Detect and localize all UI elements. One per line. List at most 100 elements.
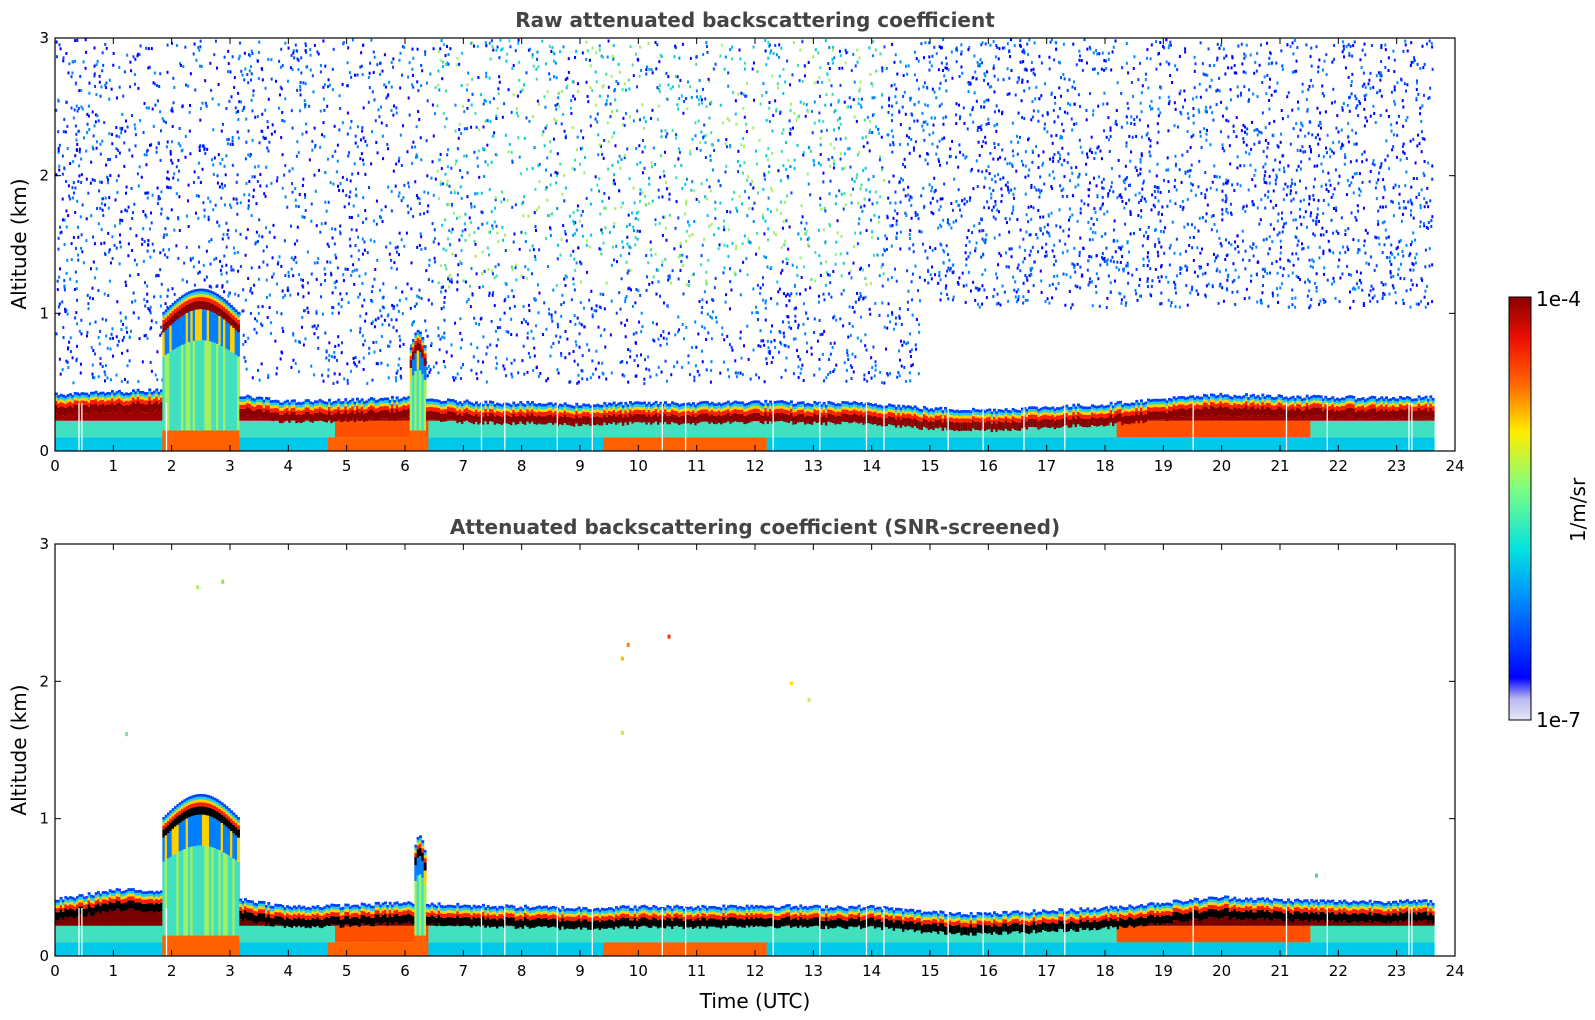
noise-pixel <box>80 233 83 237</box>
noise-pixel <box>58 168 61 172</box>
noise-pixel <box>316 261 319 265</box>
noise-pixel <box>1079 265 1082 269</box>
noise-pixel <box>447 148 450 152</box>
noise-pixel <box>735 244 738 248</box>
noise-pixel <box>1157 186 1160 190</box>
noise-pixel <box>821 332 824 336</box>
noise-pixel <box>1380 74 1383 78</box>
noise-pixel <box>902 74 905 78</box>
noise-pixel <box>305 65 308 69</box>
noise-pixel <box>1240 42 1243 46</box>
noise-pixel <box>659 343 662 347</box>
noise-pixel <box>522 214 525 218</box>
noise-pixel <box>187 225 190 229</box>
noise-pixel <box>758 139 761 143</box>
noise-pixel <box>347 154 350 158</box>
noise-pixel <box>1401 99 1404 103</box>
noise-pixel <box>916 78 919 82</box>
noise-pixel <box>460 196 463 200</box>
noise-pixel <box>710 223 713 227</box>
noise-pixel <box>978 62 981 66</box>
noise-pixel <box>567 70 570 74</box>
noise-pixel <box>611 245 614 249</box>
noise-pixel <box>231 139 234 143</box>
noise-pixel <box>1042 161 1045 165</box>
noise-pixel <box>108 196 111 200</box>
noise-pixel <box>187 183 190 187</box>
noise-pixel <box>362 162 365 166</box>
noise-pixel <box>340 351 343 355</box>
noise-pixel <box>424 53 427 57</box>
noise-pixel <box>238 100 241 104</box>
noise-pixel <box>420 158 423 162</box>
noise-pixel <box>787 258 790 262</box>
noise-pixel <box>75 287 78 291</box>
noise-pixel <box>448 184 451 188</box>
noise-pixel <box>146 148 149 152</box>
noise-pixel <box>464 228 467 232</box>
noise-pixel <box>998 47 1001 51</box>
noise-pixel <box>1421 104 1424 108</box>
noise-pixel <box>333 372 336 376</box>
noise-pixel <box>831 156 834 160</box>
noise-pixel <box>441 223 444 227</box>
noise-pixel <box>341 121 344 125</box>
noise-pixel <box>899 247 902 251</box>
noise-pixel <box>490 319 493 323</box>
noise-pixel <box>896 212 899 216</box>
noise-pixel <box>1127 271 1130 275</box>
noise-pixel <box>668 274 671 278</box>
noise-pixel <box>863 377 866 381</box>
noise-pixel <box>772 52 775 56</box>
noise-pixel <box>281 118 284 122</box>
noise-pixel <box>79 74 82 78</box>
noise-pixel <box>606 121 609 125</box>
noise-pixel <box>621 201 624 205</box>
noise-pixel <box>578 332 581 336</box>
noise-pixel <box>667 75 670 79</box>
heatmap-image <box>55 38 1435 451</box>
noise-pixel <box>262 260 265 264</box>
noise-pixel <box>648 368 651 372</box>
noise-pixel <box>439 182 442 186</box>
noise-pixel <box>331 67 334 71</box>
noise-pixel <box>534 187 537 191</box>
noise-pixel <box>823 298 826 302</box>
noise-pixel <box>704 195 707 199</box>
noise-pixel <box>1354 131 1357 135</box>
noise-pixel <box>654 40 657 44</box>
noise-pixel <box>178 229 181 233</box>
noise-pixel <box>628 177 631 181</box>
noise-pixel <box>231 142 234 146</box>
noise-pixel <box>585 196 588 200</box>
noise-pixel <box>267 97 270 101</box>
noise-pixel <box>72 235 75 239</box>
noise-pixel <box>244 157 247 161</box>
noise-pixel <box>1308 195 1311 199</box>
noise-pixel <box>1158 96 1161 100</box>
noise-pixel <box>523 195 526 199</box>
noise-pixel <box>1231 290 1234 294</box>
noise-pixel <box>650 253 653 257</box>
noise-pixel <box>863 373 866 377</box>
noise-pixel <box>660 154 663 158</box>
noise-pixel <box>588 348 591 352</box>
noise-pixel <box>123 70 126 74</box>
noise-pixel <box>162 248 165 252</box>
noise-pixel <box>656 86 659 90</box>
noise-pixel <box>640 330 643 334</box>
noise-pixel <box>428 370 431 374</box>
noise-pixel <box>398 156 401 160</box>
noise-pixel <box>796 116 799 120</box>
noise-pixel <box>1348 109 1351 113</box>
noise-pixel <box>169 152 172 156</box>
noise-pixel <box>93 46 96 50</box>
noise-pixel <box>831 48 834 52</box>
noise-pixel <box>853 115 856 119</box>
noise-pixel <box>632 225 635 229</box>
noise-pixel <box>813 121 816 125</box>
noise-pixel <box>407 96 410 100</box>
noise-pixel <box>723 219 726 223</box>
noise-pixel <box>613 173 616 177</box>
noise-pixel <box>466 171 469 175</box>
